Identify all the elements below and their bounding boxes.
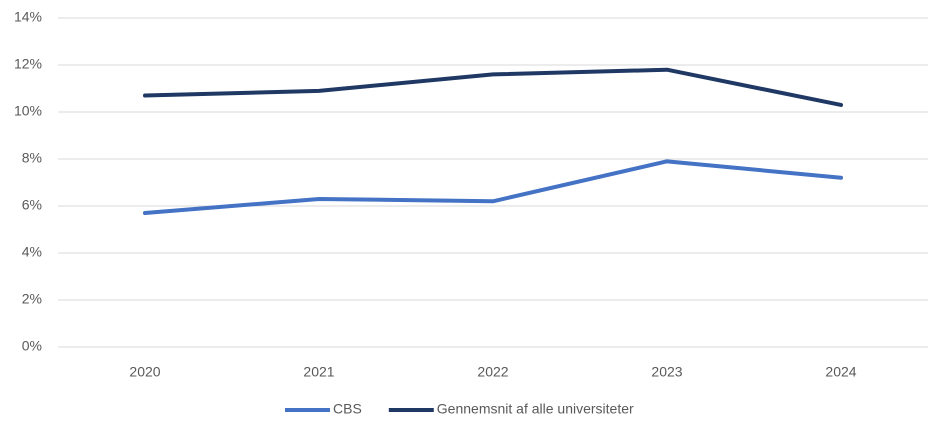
y-tick-label: 2% [22, 291, 42, 307]
legend-label: CBS [333, 401, 362, 417]
series-line [143, 67, 843, 107]
y-tick-label: 12% [14, 56, 42, 72]
y-tick-label: 6% [22, 197, 42, 213]
y-tick-label: 14% [14, 9, 42, 25]
x-tick-label: 2021 [303, 364, 334, 380]
x-tick-label: 2023 [651, 364, 682, 380]
x-tick-label: 2022 [477, 364, 508, 380]
y-tick-label: 0% [22, 338, 42, 354]
x-tick-label: 2024 [825, 364, 856, 380]
series-line [143, 159, 843, 216]
y-tick-label: 10% [14, 103, 42, 119]
y-tick-label: 8% [22, 150, 42, 166]
y-tick-label: 4% [22, 244, 42, 260]
x-tick-label: 2020 [129, 364, 160, 380]
legend-label: Gennemsnit af alle universiteter [437, 401, 634, 417]
